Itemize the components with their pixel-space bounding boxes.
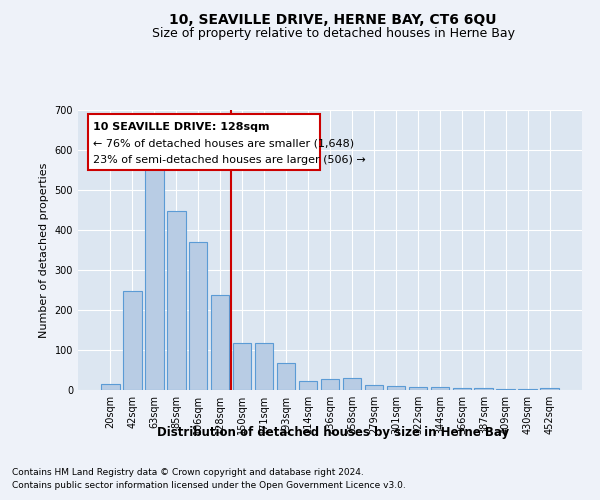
Bar <box>255 343 274 390</box>
Text: ← 76% of detached houses are smaller (1,648): ← 76% of detached houses are smaller (1,… <box>93 138 354 148</box>
Bar <box>167 211 185 390</box>
Text: Distribution of detached houses by size in Herne Bay: Distribution of detached houses by size … <box>157 426 509 439</box>
Bar <box>386 386 405 390</box>
Bar <box>496 389 515 390</box>
Bar <box>541 388 559 390</box>
FancyBboxPatch shape <box>88 114 320 170</box>
Bar <box>101 384 119 390</box>
Bar <box>320 379 340 390</box>
Bar <box>123 291 142 390</box>
Text: 10, SEAVILLE DRIVE, HERNE BAY, CT6 6QU: 10, SEAVILLE DRIVE, HERNE BAY, CT6 6QU <box>169 12 497 26</box>
Text: Size of property relative to detached houses in Herne Bay: Size of property relative to detached ho… <box>152 28 515 40</box>
Bar <box>189 242 208 390</box>
Bar <box>277 363 295 390</box>
Bar <box>365 385 383 390</box>
Text: Contains HM Land Registry data © Crown copyright and database right 2024.: Contains HM Land Registry data © Crown c… <box>12 468 364 477</box>
Text: 23% of semi-detached houses are larger (506) →: 23% of semi-detached houses are larger (… <box>93 155 366 165</box>
Bar <box>475 388 493 390</box>
Bar <box>409 387 427 390</box>
Text: Contains public sector information licensed under the Open Government Licence v3: Contains public sector information licen… <box>12 480 406 490</box>
Text: 10 SEAVILLE DRIVE: 128sqm: 10 SEAVILLE DRIVE: 128sqm <box>93 122 269 132</box>
Bar <box>518 389 537 390</box>
Bar <box>299 381 317 390</box>
Bar <box>233 343 251 390</box>
Bar <box>431 387 449 390</box>
Bar <box>343 378 361 390</box>
Bar <box>145 157 164 390</box>
Bar <box>452 388 471 390</box>
Y-axis label: Number of detached properties: Number of detached properties <box>39 162 49 338</box>
Bar <box>211 295 229 390</box>
